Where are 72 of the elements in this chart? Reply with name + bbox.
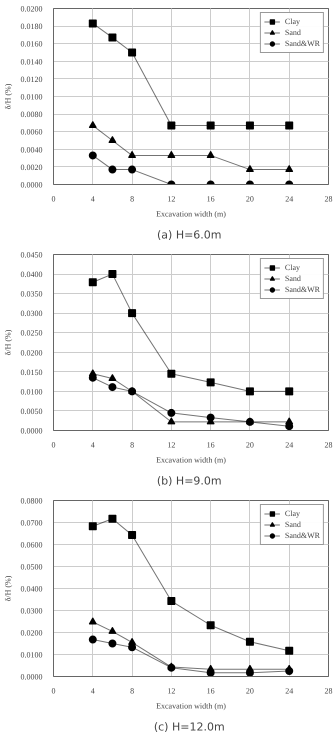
- y-tick-label: 0.0140: [20, 57, 42, 66]
- x-axis-title: Excavation width (m): [156, 456, 226, 464]
- x-tick-label: 12: [167, 686, 176, 696]
- y-tick-label: 0.0000: [20, 426, 42, 436]
- y-tick-label: 0.0100: [20, 92, 42, 102]
- legend-label: Clay: [284, 262, 301, 273]
- x-tick-label: 24: [285, 440, 294, 450]
- legend-label: Sand&WR: [284, 530, 320, 541]
- x-tick-label: 24: [285, 686, 294, 696]
- x-tick-label: 0: [52, 686, 56, 696]
- y-tick-label: 0.0800: [20, 496, 42, 506]
- y-tick-label: 0.0040: [20, 145, 42, 154]
- y-tick-label: 0.0100: [20, 650, 42, 660]
- y-tick-label: 0.0100: [20, 387, 42, 396]
- legend-label: Clay: [284, 508, 301, 519]
- y-tick-label: 0.0200: [20, 348, 42, 358]
- y-axis-title: δ/H (%): [4, 329, 12, 356]
- y-tick-label: 0.0000: [20, 180, 42, 190]
- x-tick-label: 0: [52, 194, 56, 204]
- y-tick-label: 0.0080: [20, 110, 42, 120]
- x-tick-label: 4: [90, 440, 95, 450]
- x-tick-label: 28: [324, 440, 332, 450]
- y-tick-label: 0.0000: [20, 672, 42, 682]
- legend-label: Sand&WR: [284, 38, 320, 49]
- y-tick-label: 0.0120: [20, 74, 42, 84]
- y-tick-label: 0.0450: [20, 250, 42, 260]
- x-tick-label: 16: [206, 194, 215, 204]
- y-tick-label: 0.0200: [20, 628, 42, 638]
- x-axis-title: Excavation width (m): [156, 210, 226, 218]
- y-tick-label: 0.0400: [20, 584, 42, 594]
- x-tick-label: 16: [206, 686, 215, 696]
- y-tick-label: 0.0300: [20, 606, 42, 616]
- x-tick-label: 28: [324, 194, 332, 204]
- y-tick-label: 0.0200: [20, 4, 42, 14]
- y-tick-label: 0.0300: [20, 309, 42, 318]
- legend-label: Sand: [284, 519, 302, 530]
- x-tick-label: 4: [90, 194, 95, 204]
- y-tick-label: 0.0180: [20, 22, 42, 32]
- legend-label: Sand&WR: [284, 284, 320, 295]
- x-tick-label: 28: [324, 686, 332, 696]
- x-tick-label: 24: [285, 194, 294, 204]
- x-tick-label: 8: [130, 686, 134, 696]
- y-tick-label: 0.0400: [20, 270, 42, 280]
- x-tick-label: 8: [130, 194, 134, 204]
- y-axis-title: δ/H (%): [4, 83, 12, 110]
- legend-label: Clay: [284, 16, 301, 27]
- text: (a) H=6.0m: [156, 228, 222, 242]
- x-tick-label: 20: [246, 686, 254, 696]
- y-tick-label: 0.0060: [20, 128, 42, 137]
- x-tick-label: 12: [167, 194, 176, 204]
- x-tick-label: 0: [52, 440, 56, 450]
- y-axis-title: δ/H (%): [4, 575, 12, 602]
- y-tick-label: 0.0050: [20, 406, 42, 416]
- text: (b) H=9.0m: [156, 474, 222, 488]
- x-tick-label: 12: [167, 440, 176, 450]
- x-tick-label: 8: [130, 440, 134, 450]
- y-tick-label: 0.0600: [20, 540, 42, 550]
- y-tick-label: 0.0150: [20, 368, 42, 377]
- x-tick-label: 4: [90, 686, 95, 696]
- y-tick-label: 0.0700: [20, 518, 42, 528]
- text: (c) H=12.0m: [154, 720, 225, 734]
- x-axis-title: Excavation width (m): [156, 702, 226, 710]
- y-tick-label: 0.0020: [20, 162, 42, 172]
- x-tick-label: 20: [246, 194, 254, 204]
- x-tick-label: 16: [206, 440, 215, 450]
- y-tick-label: 0.0160: [20, 40, 42, 49]
- y-tick-label: 0.0500: [20, 562, 42, 572]
- x-tick-label: 20: [246, 440, 254, 450]
- y-tick-label: 0.0250: [20, 328, 42, 338]
- legend-label: Sand: [284, 273, 302, 284]
- legend-label: Sand: [284, 27, 302, 38]
- y-tick-label: 0.0350: [20, 290, 42, 299]
